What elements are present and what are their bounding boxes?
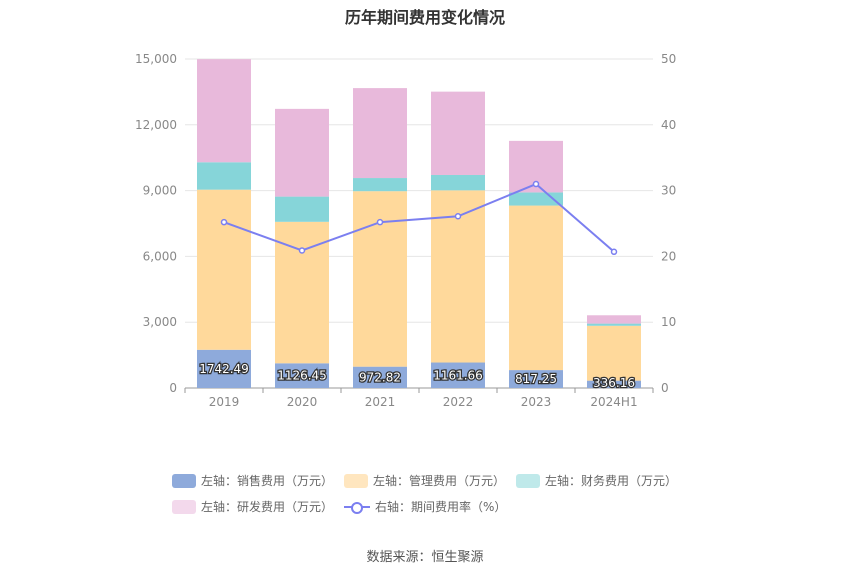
legend-item-sales[interactable]: 左轴：销售费用（万元） bbox=[172, 472, 333, 489]
legend-swatch-sales bbox=[172, 473, 196, 488]
right-axis-tick-label: 10 bbox=[661, 315, 676, 329]
x-axis-tick-label: 2024H1 bbox=[590, 395, 637, 409]
left-axis-tick-label: 6,000 bbox=[143, 249, 177, 263]
expense-rate-point bbox=[610, 248, 618, 256]
left-axis-tick-label: 0 bbox=[169, 381, 177, 395]
bar-segment bbox=[275, 108, 329, 197]
bar-segment bbox=[431, 174, 485, 191]
bar-segment bbox=[587, 315, 641, 324]
data-label: 1126.45 bbox=[277, 369, 327, 383]
bar-segment bbox=[353, 191, 407, 367]
right-axis-tick-label: 50 bbox=[661, 52, 676, 66]
legend-item-finance[interactable]: 左轴：财务费用（万元） bbox=[516, 472, 677, 489]
bar-segment bbox=[275, 196, 329, 222]
x-axis-tick-label: 2023 bbox=[521, 395, 552, 409]
data-label: 972.82 bbox=[359, 370, 401, 384]
bar-segment bbox=[509, 192, 563, 206]
expense-rate-point bbox=[376, 218, 384, 226]
chart-title: 历年期间费用变化情况 bbox=[344, 8, 505, 27]
bar-segment bbox=[275, 363, 329, 388]
expense-rate-point bbox=[220, 218, 228, 226]
legend-item-expense-rate[interactable]: 右轴：期间费用率（%） bbox=[344, 498, 506, 515]
expense-rate-line bbox=[223, 182, 615, 253]
bar-segment bbox=[509, 370, 563, 388]
legend-item-rd[interactable]: 左轴：研发费用（万元） bbox=[172, 498, 333, 515]
legend-label-sales: 左轴：销售费用（万元） bbox=[201, 474, 334, 488]
expense-rate-point bbox=[532, 180, 540, 188]
x-axis-tick-label: 2022 bbox=[443, 395, 474, 409]
bar-segment bbox=[197, 59, 251, 163]
x-axis-tick-label: 2019 bbox=[209, 395, 240, 409]
legend-label-expense-rate: 右轴：期间费用率（%） bbox=[375, 500, 507, 514]
legend-swatch-admin bbox=[344, 473, 368, 488]
left-axis-tick-label: 3,000 bbox=[143, 315, 177, 329]
bar-segment bbox=[587, 323, 641, 326]
data-label: 336.16 bbox=[593, 376, 635, 390]
bar-segment bbox=[197, 189, 251, 350]
legend-item-admin[interactable]: 左轴：管理费用（万元） bbox=[344, 472, 505, 489]
legend-label-finance: 左轴：财务费用（万元） bbox=[545, 474, 678, 488]
x-axis-tick-label: 2020 bbox=[287, 395, 318, 409]
expense-rate-point bbox=[298, 247, 306, 254]
x-axis-tick-label: 2021 bbox=[365, 395, 396, 409]
data-label: 1161.66 bbox=[433, 368, 483, 382]
data-label: 817.25 bbox=[515, 372, 557, 386]
left-axis-tick-label: 15,000 bbox=[135, 52, 177, 66]
legend-label-rd: 左轴：研发费用（万元） bbox=[201, 500, 334, 514]
bar-segment bbox=[353, 88, 407, 179]
data-label: 1742.49 bbox=[199, 362, 249, 376]
left-axis-tick-label: 9,000 bbox=[143, 184, 177, 198]
legend-swatch-finance bbox=[516, 473, 540, 488]
legend-label-admin: 左轴：管理费用（万元） bbox=[373, 474, 506, 488]
bar-segment bbox=[587, 325, 641, 381]
bar-segment bbox=[353, 178, 407, 192]
right-axis-tick-label: 0 bbox=[661, 381, 669, 395]
bar-segment bbox=[353, 366, 407, 388]
expense-rate-point bbox=[454, 213, 462, 220]
bar-segment bbox=[275, 221, 329, 364]
right-axis-tick-label: 40 bbox=[661, 118, 676, 132]
left-axis-tick-label: 12,000 bbox=[135, 118, 177, 132]
bar-segment bbox=[509, 205, 563, 371]
bar-segment bbox=[197, 349, 251, 388]
bar-segment bbox=[587, 380, 641, 388]
bar-segment bbox=[431, 362, 485, 388]
data-source: 数据来源：恒生聚源 bbox=[366, 550, 484, 565]
bar-segment bbox=[431, 91, 485, 175]
bar-segment bbox=[197, 162, 251, 190]
right-axis-tick-label: 30 bbox=[661, 184, 676, 198]
legend-swatch-rd bbox=[172, 499, 196, 514]
legend-line-icon bbox=[344, 500, 370, 514]
right-axis-tick-label: 20 bbox=[661, 249, 676, 263]
